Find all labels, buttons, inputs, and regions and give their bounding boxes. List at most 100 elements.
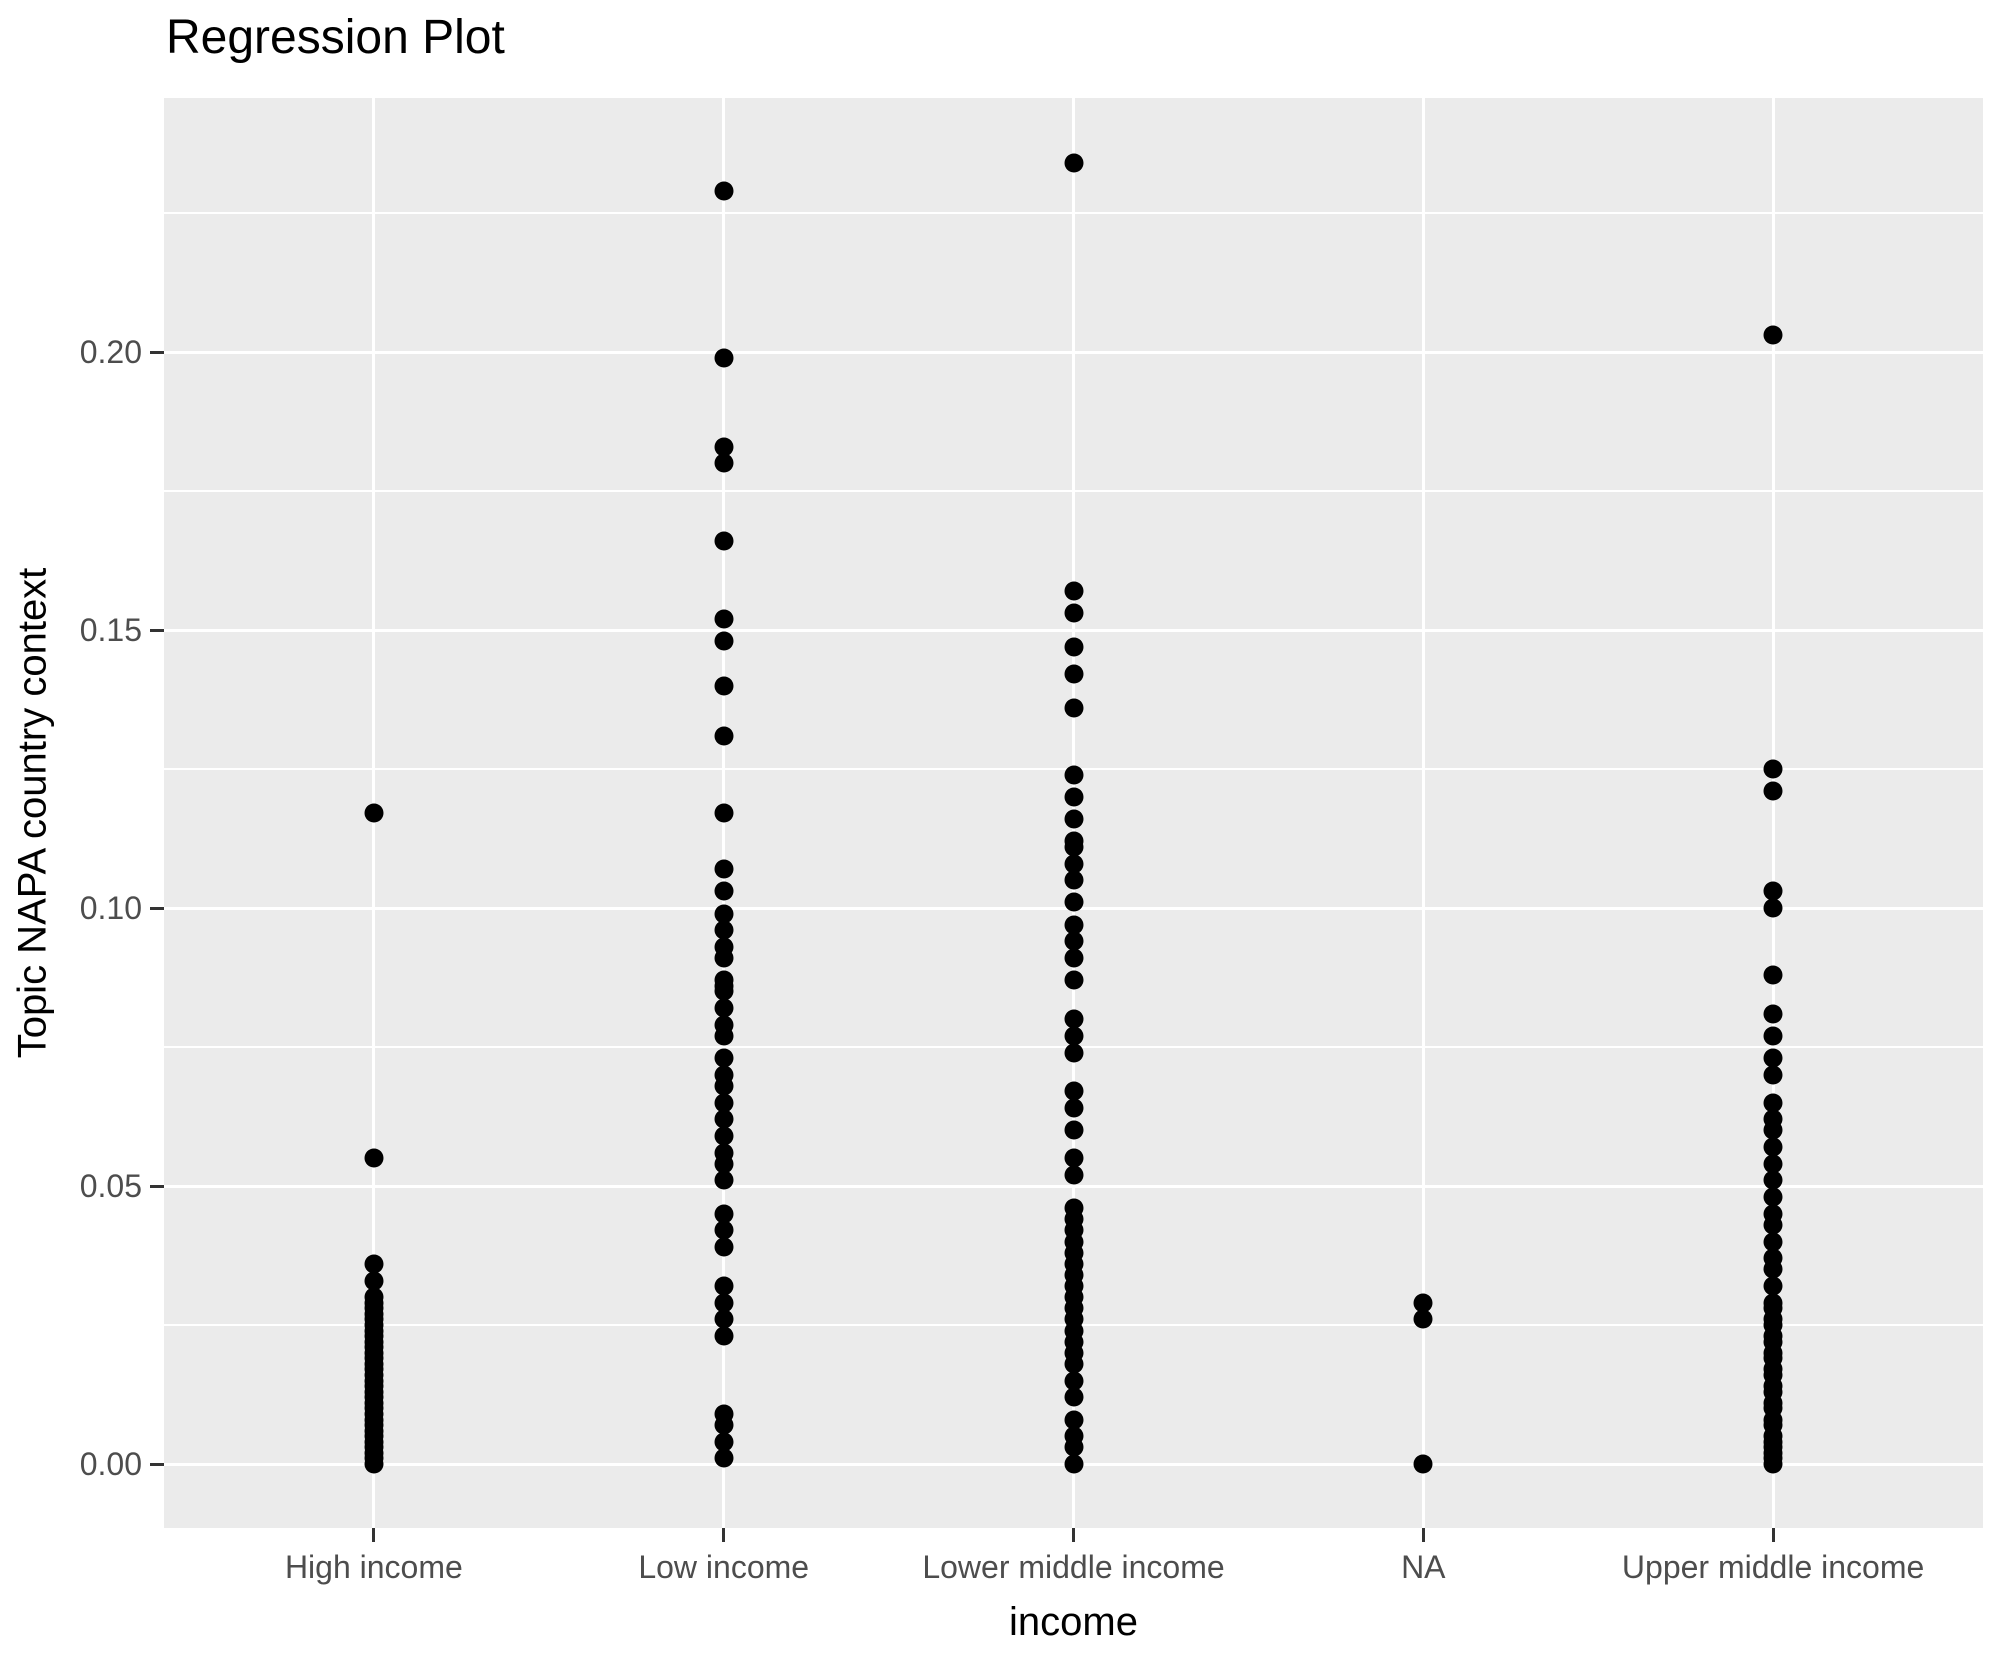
data-point [1064, 1098, 1083, 1118]
data-point [1064, 854, 1083, 874]
data-point [714, 531, 734, 551]
data-point [1763, 1259, 1783, 1279]
data-point [714, 1220, 734, 1240]
major-gridline-vertical [1421, 98, 1425, 1528]
data-point [714, 609, 734, 629]
data-point [714, 859, 734, 879]
data-point [714, 1276, 734, 1296]
data-point [714, 1415, 734, 1435]
data-point [1763, 1093, 1783, 1113]
y-tick-mark [150, 1184, 164, 1188]
data-point [1763, 1215, 1783, 1235]
data-point [1064, 1148, 1083, 1168]
major-gridline-vertical [1771, 98, 1775, 1528]
data-point [1064, 1410, 1083, 1430]
data-point [714, 981, 734, 1001]
data-point [1064, 581, 1083, 601]
data-point [1763, 325, 1783, 345]
data-point [714, 881, 734, 901]
data-point [714, 1432, 734, 1452]
data-point [1064, 1387, 1083, 1407]
x-tick-mark [1072, 1528, 1075, 1542]
data-point [714, 803, 734, 823]
data-point [1763, 1004, 1783, 1024]
data-point [714, 1204, 734, 1224]
data-point [1763, 1232, 1783, 1252]
y-tick-mark [150, 350, 164, 354]
data-point [1064, 1120, 1083, 1140]
data-point [714, 1170, 734, 1190]
data-point [1064, 915, 1083, 935]
data-point [1064, 1371, 1083, 1391]
data-point [1413, 1293, 1433, 1313]
data-point [1763, 1187, 1783, 1207]
data-point [364, 803, 384, 823]
data-point [1763, 1154, 1783, 1174]
data-point [714, 1448, 734, 1468]
data-point [1064, 1437, 1083, 1457]
data-point [364, 1271, 384, 1291]
data-point [714, 904, 734, 924]
data-point [1064, 1009, 1083, 1029]
data-point [1064, 664, 1083, 684]
data-point [714, 1326, 734, 1346]
data-point [714, 1048, 734, 1068]
data-point [1064, 1026, 1083, 1046]
x-tick-mark [1771, 1528, 1775, 1542]
data-point [714, 1293, 734, 1313]
x-tick-label: Upper middle income [1621, 1549, 1925, 1585]
data-point [714, 1126, 734, 1146]
data-point [714, 348, 734, 368]
data-point [714, 181, 734, 201]
data-point [1064, 931, 1083, 951]
x-tick-label: High income [284, 1549, 463, 1585]
data-point [1064, 698, 1083, 718]
data-point [1064, 637, 1083, 657]
data-point [1064, 1165, 1083, 1185]
x-tick-mark [722, 1528, 726, 1542]
x-tick-label: Low income [638, 1549, 810, 1585]
data-point [1763, 1170, 1783, 1190]
data-point [714, 1109, 734, 1129]
y-tick-mark [150, 906, 164, 910]
data-point [1064, 603, 1083, 623]
y-tick-label: 0.15 [79, 612, 142, 648]
data-point [1064, 870, 1083, 890]
data-point [1413, 1309, 1433, 1329]
y-tick-mark [150, 628, 164, 632]
data-point [714, 920, 734, 940]
data-point [1064, 809, 1083, 829]
data-point [714, 726, 734, 746]
data-point [714, 631, 734, 651]
data-point [714, 1026, 734, 1046]
data-point [714, 1309, 734, 1329]
data-point [1763, 898, 1783, 918]
data-point [1763, 781, 1783, 801]
data-point [1763, 1026, 1783, 1046]
data-point [714, 1093, 734, 1113]
x-tick-label: Lower middle income [922, 1549, 1225, 1585]
x-tick-mark [1421, 1528, 1425, 1542]
data-point [714, 948, 734, 968]
y-tick-label: 0.10 [79, 890, 142, 926]
data-point [714, 453, 734, 473]
data-point [364, 1454, 384, 1474]
data-point [714, 1237, 734, 1257]
data-point [1064, 1081, 1083, 1101]
data-point [714, 676, 734, 696]
data-point [1763, 1048, 1783, 1068]
data-point [714, 1076, 734, 1096]
data-point [1763, 881, 1783, 901]
y-tick-label: 0.00 [79, 1446, 142, 1482]
plot-title: Regression Plot [166, 11, 505, 64]
data-point [1763, 1120, 1783, 1140]
data-point [1064, 837, 1083, 857]
data-point [1763, 1454, 1783, 1474]
data-point [1763, 759, 1783, 779]
data-point [1064, 153, 1083, 173]
data-point [1064, 1043, 1083, 1063]
data-point [714, 1154, 734, 1174]
data-point [714, 998, 734, 1018]
y-tick-mark [150, 1462, 164, 1466]
